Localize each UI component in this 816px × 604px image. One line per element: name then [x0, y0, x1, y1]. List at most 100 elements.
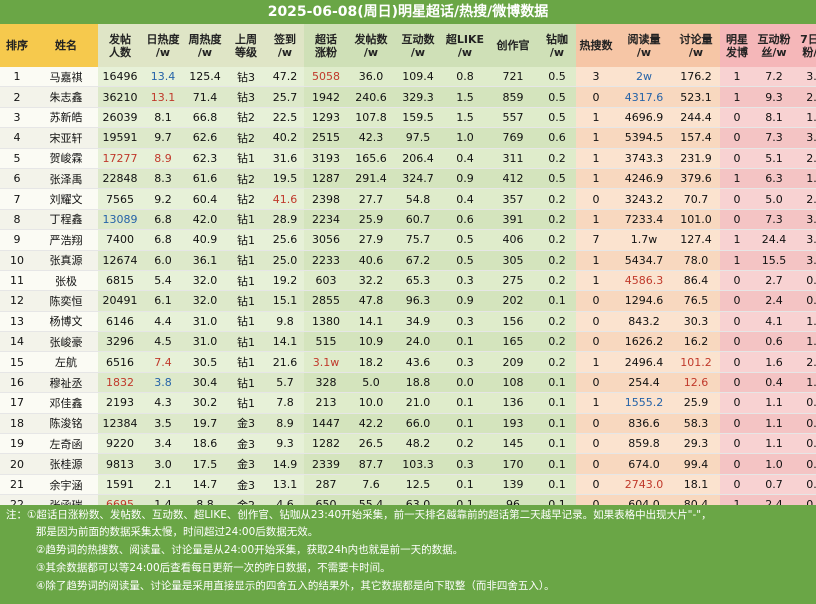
table-cell: 0	[576, 433, 616, 455]
table-cell: 钻2	[226, 188, 266, 210]
table-cell: 42.3	[348, 127, 394, 149]
table-cell: 47.8	[348, 290, 394, 312]
table-cell: 1	[720, 86, 754, 108]
table-row: 10 张真源 12674 6.0 36.1 钻1 25.0 2233 40.6 67.2 0.5 30…	[0, 250, 816, 271]
column-header: 阅读量/w	[616, 24, 672, 67]
column-header: 热搜数	[576, 24, 616, 67]
table-cell: 5394.5	[616, 127, 672, 149]
table-cell: 0.5	[538, 168, 576, 190]
star-name-cell: 张真源	[34, 250, 98, 271]
table-cell: 3243.2	[616, 188, 672, 210]
table-cell: 127.4	[672, 229, 720, 251]
table-cell: 0	[720, 148, 754, 169]
table-cell: 3296	[98, 331, 142, 353]
table-cell: 0.3	[794, 474, 816, 496]
table-cell: 156	[488, 311, 538, 333]
table-cell: 3.4	[142, 433, 184, 455]
table-cell: 1	[576, 270, 616, 292]
table-row: 3 苏新皓 26039 8.1 66.8 钻2 22.5 1293 107.8 159.5 1.5 5…	[0, 107, 816, 129]
column-header: 发帖 人数	[98, 24, 142, 67]
table-cell: 18.1	[672, 474, 720, 496]
table-cell: 13.1	[142, 86, 184, 108]
table-cell: 2234	[304, 209, 348, 231]
table-cell: 0.2	[538, 148, 576, 169]
table-cell: 1	[576, 168, 616, 190]
table-row: 8 丁程鑫 13089 6.8 42.0 钻1 28.9 2234 25.9 60.7 0.6 391…	[0, 209, 816, 231]
table-cell: 379.6	[672, 168, 720, 190]
table-cell: 13.1	[266, 474, 304, 496]
table-cell: 0.8	[442, 67, 488, 88]
table-cell: 1293	[304, 107, 348, 129]
table-cell: 6.8	[142, 209, 184, 231]
star-name-cell: 邓佳鑫	[34, 392, 98, 414]
table-cell: 412	[488, 168, 538, 190]
table-cell: 231.9	[672, 148, 720, 169]
table-cell: 钻1	[226, 311, 266, 333]
column-header: 签到/w	[266, 24, 304, 67]
table-cell: 钻1	[226, 351, 266, 373]
table-cell: 钻1	[226, 392, 266, 414]
table-body: 1 马嘉祺 16496 13.4 125.4 钻3 47.2 5058 36.0 109.4 0.8…	[0, 67, 816, 516]
table-cell: 0.6	[794, 453, 816, 475]
star-name-cell: 杨博文	[34, 311, 98, 333]
table-cell: 43.6	[394, 351, 442, 373]
table-cell: 9220	[98, 433, 142, 455]
table-cell: 14.1	[266, 331, 304, 353]
table-cell: 1380	[304, 311, 348, 333]
table-cell: 1.1	[754, 392, 794, 414]
table-cell: 0.1	[442, 474, 488, 496]
table-cell: 0.2	[538, 331, 576, 353]
note-1: 注：①超话日涨粉数、发帖数、互动数、超LIKE、创作官、钻咖从23:40开始采集…	[6, 509, 712, 521]
table-cell: 钻1	[226, 148, 266, 169]
star-name-cell: 马嘉祺	[34, 67, 98, 88]
table-cell: 0	[576, 372, 616, 394]
table-cell: 19.5	[266, 168, 304, 190]
table-cell: 12.5	[394, 474, 442, 496]
table-row: 19 左奇函 9220 3.4 18.6 金3 9.3 1282 26.5 48.2 0.2 145 0…	[0, 433, 816, 455]
table-cell: 96.3	[394, 290, 442, 312]
table-cell: 101.0	[672, 209, 720, 231]
table-cell: 0.3	[442, 311, 488, 333]
table-cell: 4.3	[142, 392, 184, 414]
table-cell: 721	[488, 67, 538, 88]
table-cell: 27.7	[348, 188, 394, 210]
table-cell: 30.4	[184, 372, 226, 394]
table-cell: 71.4	[184, 86, 226, 108]
table-cell: 5	[0, 148, 34, 169]
table-cell: 67.2	[394, 250, 442, 271]
table-cell: 0.3	[442, 270, 488, 292]
table-cell: 54.8	[394, 188, 442, 210]
table-row: 18 陈浚铭 12384 3.5 19.7 金3 8.9 1447 42.2 66.0 0.1 193…	[0, 413, 816, 435]
table-cell: 61.6	[184, 168, 226, 190]
table-cell: 62.3	[184, 148, 226, 169]
table-cell: 31.0	[184, 331, 226, 353]
table-cell: 0.6	[754, 331, 794, 353]
table-cell: 62.6	[184, 127, 226, 149]
table-cell: 305	[488, 250, 538, 271]
table-cell: 24.4	[754, 229, 794, 251]
table-cell: 8.1	[142, 107, 184, 129]
table-cell: 0	[720, 107, 754, 129]
table-cell: 3743.3	[616, 148, 672, 169]
table-cell: 7.3	[754, 127, 794, 149]
table-cell: 1.6	[794, 331, 816, 353]
table-cell: 76.5	[672, 290, 720, 312]
table-cell: 40.6	[348, 250, 394, 271]
table-cell: 26039	[98, 107, 142, 129]
table-cell: 24.0	[394, 331, 442, 353]
table-row: 6 张泽禹 22848 8.3 61.6 钻2 19.5 1287 291.4 324.7 0.9 4…	[0, 168, 816, 190]
column-header: 排序	[0, 24, 34, 67]
table-cell: 170	[488, 453, 538, 475]
table-cell: 25.9	[672, 392, 720, 414]
table-cell: 0	[720, 453, 754, 475]
table-cell: 0	[576, 453, 616, 475]
star-name-cell: 张峻豪	[34, 331, 98, 353]
table-cell: 1.7w	[616, 229, 672, 251]
table-cell: 1	[576, 351, 616, 373]
table-cell: 3.2	[794, 209, 816, 231]
table-cell: 1591	[98, 474, 142, 496]
table-cell: 0.4	[754, 372, 794, 394]
table-cell: 515	[304, 331, 348, 353]
table-cell: 金3	[226, 433, 266, 455]
table-cell: 1.8	[794, 372, 816, 394]
